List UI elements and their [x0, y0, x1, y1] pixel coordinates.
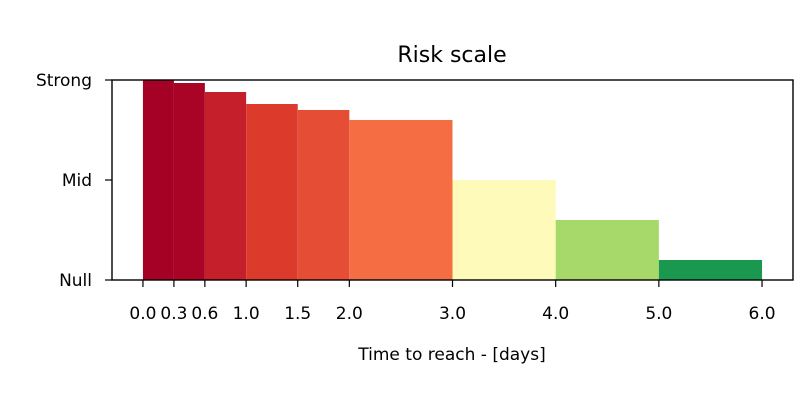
- x-axis-label: Time to reach - [days]: [357, 345, 545, 365]
- x-tick-label-8: 5.0: [645, 304, 672, 324]
- x-tick-label-1: 0.3: [160, 304, 187, 324]
- bar-4: [297, 110, 350, 280]
- x-tick-label-3: 1.0: [233, 304, 260, 324]
- x-axis-ticks: 0.0 0.3 0.6 1.0 1.5 2.0 3.0 4.0 5.0 6.0: [129, 280, 776, 324]
- y-tick-label-0: Null: [59, 271, 92, 291]
- bar-8: [658, 260, 763, 280]
- x-tick-label-2: 0.6: [191, 304, 218, 324]
- bar-1: [173, 83, 205, 280]
- x-tick-label-7: 4.0: [542, 304, 569, 324]
- bar-2: [204, 92, 247, 280]
- x-tick-label-9: 6.0: [749, 304, 776, 324]
- y-tick-label-2: Strong: [36, 71, 92, 91]
- x-tick-label-4: 1.5: [284, 304, 311, 324]
- chart-title: Risk scale: [397, 43, 506, 68]
- y-tick-label-1: Mid: [62, 171, 92, 191]
- y-axis-ticks: Null Mid Strong: [36, 71, 112, 291]
- x-tick-label-6: 3.0: [439, 304, 466, 324]
- bar-7: [555, 220, 659, 280]
- x-tick-label-0: 0.0: [129, 304, 156, 324]
- bar-6: [452, 180, 556, 280]
- bar-5: [349, 120, 453, 280]
- x-tick-label-5: 2.0: [336, 304, 363, 324]
- bar-0: [142, 80, 174, 280]
- bars-group: [142, 80, 763, 280]
- bar-3: [246, 104, 298, 280]
- plot-frame: [111, 79, 794, 281]
